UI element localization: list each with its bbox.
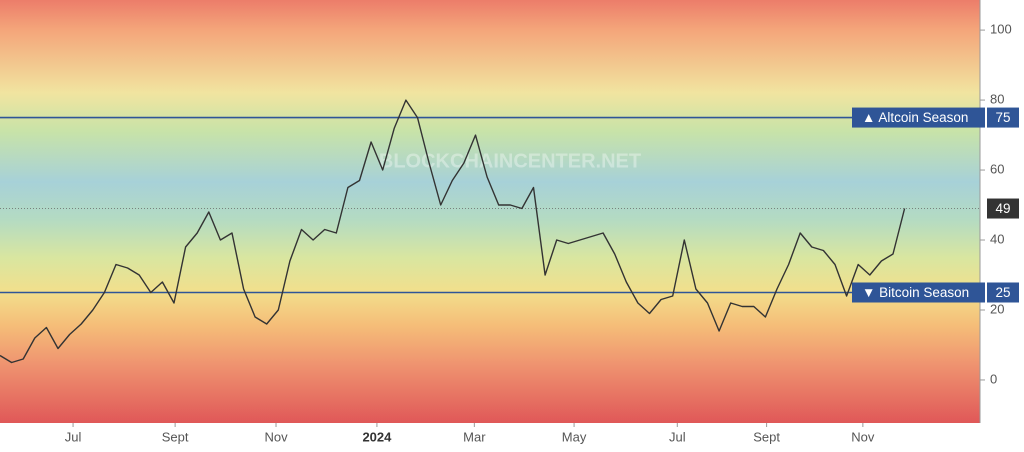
- threshold-label-box: [852, 107, 985, 128]
- threshold-value: 25: [995, 285, 1010, 300]
- y-tick-label: 100: [990, 22, 1012, 37]
- x-tick-label: Nov: [851, 429, 875, 444]
- threshold-value-box: [987, 282, 1019, 303]
- watermark: BLOCKCHAINCENTER.NET: [379, 150, 641, 172]
- last-value-label: 49: [995, 201, 1010, 216]
- y-tick-label: 80: [990, 92, 1004, 107]
- plot-background: [0, 0, 980, 423]
- x-tick-label: Sept: [162, 429, 189, 444]
- x-tick-label: Nov: [264, 429, 288, 444]
- x-tick-label: Mar: [463, 429, 486, 444]
- index-line: [0, 99, 906, 364]
- x-tick-label: 2024: [362, 429, 392, 444]
- y-tick-label: 20: [990, 301, 1004, 316]
- threshold-label-box: [852, 282, 985, 303]
- threshold-label: ▼ Bitcoin Season: [862, 285, 969, 300]
- x-tick-label: Jul: [669, 429, 686, 444]
- x-tick-label: Sept: [753, 429, 780, 444]
- threshold-value: 75: [995, 110, 1010, 125]
- x-tick-label: Jul: [65, 429, 82, 444]
- y-tick-label: 40: [990, 231, 1004, 246]
- x-tick-label: May: [562, 429, 587, 444]
- y-tick-label: 60: [990, 161, 1004, 176]
- y-tick-label: 0: [990, 371, 997, 386]
- threshold-value-box: [987, 107, 1019, 128]
- threshold-label: ▲ Altcoin Season: [862, 110, 968, 125]
- last-value-box: [987, 198, 1019, 219]
